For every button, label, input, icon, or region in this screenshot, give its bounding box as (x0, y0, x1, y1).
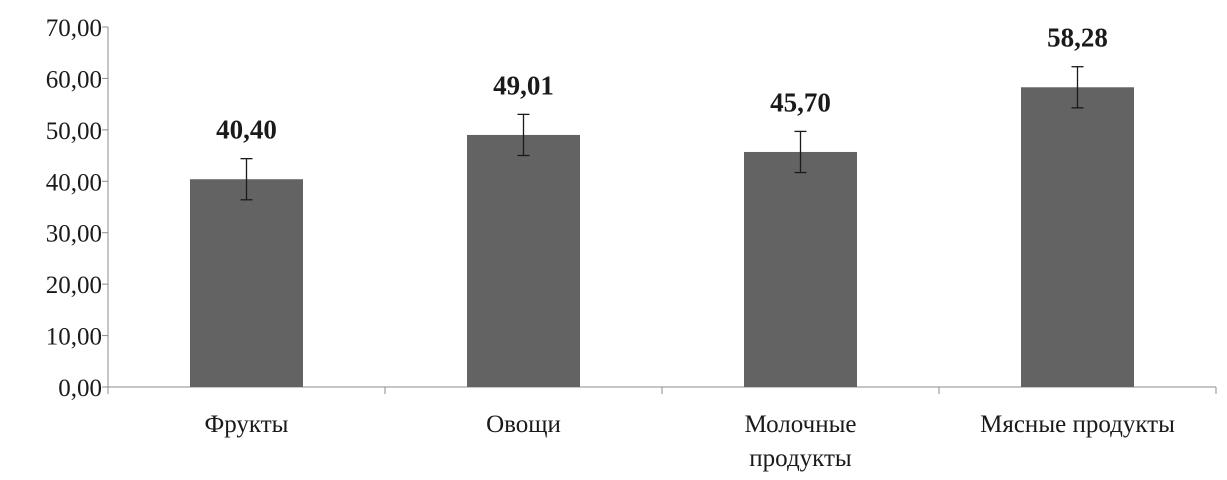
bar (744, 151, 857, 387)
category-label: Молочные продукты (745, 411, 857, 472)
category-label-line: Фрукты (205, 411, 289, 438)
category-label: Овощи (486, 411, 561, 438)
y-tick-label: 20,00 (46, 272, 102, 299)
error-bars (240, 66, 1084, 201)
category-label-line: Овощи (486, 411, 561, 438)
bars (190, 87, 1134, 387)
category-label-line: Молочные (745, 411, 857, 438)
y-axis: 0,00 10,00 20,00 30,00 40,00 50,00 60,00 70,00 (46, 15, 109, 402)
category-labels: Фрукты Овощи Молочные продукты Мясные продук… (205, 411, 1176, 472)
x-axis (107, 386, 1217, 394)
data-label: 49,01 (493, 70, 554, 100)
y-tick-label: 60,00 (46, 66, 102, 93)
bar (467, 134, 580, 387)
data-labels: 40,40 49,01 45,70 58,28 (216, 23, 1108, 145)
data-label: 40,40 (216, 115, 277, 145)
category-label-line: продукты (749, 445, 852, 472)
y-tick-label: 0,00 (58, 375, 102, 402)
bar (1021, 87, 1134, 387)
bar (190, 179, 303, 387)
y-tick-label: 40,00 (46, 169, 102, 196)
y-tick-label: 70,00 (46, 15, 102, 42)
category-label: Фрукты (205, 411, 289, 438)
y-tick-label: 10,00 (46, 324, 102, 351)
data-label: 58,28 (1047, 23, 1108, 53)
data-label: 45,70 (770, 87, 831, 117)
y-tick-label: 30,00 (46, 221, 102, 248)
category-label: Мясные продукты (980, 411, 1175, 438)
y-tick-label: 50,00 (46, 118, 102, 145)
category-label-line: Мясные продукты (980, 411, 1175, 438)
